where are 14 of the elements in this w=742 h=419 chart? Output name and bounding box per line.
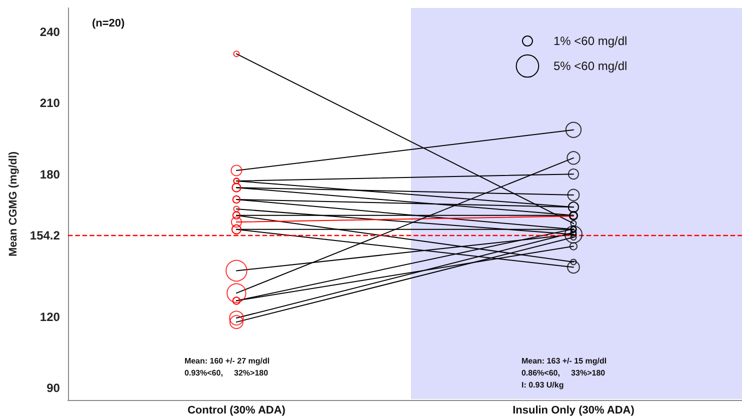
x-tick-label: Insulin Only (30% ADA) [512, 404, 635, 416]
annotation: Mean: 163 +/- 15 mg/dl 0.86%<60, 33%>180 I: 0.93 U/kg [521, 356, 607, 390]
y-tick-label: 154.2 [30, 228, 60, 243]
annotation: (n=20) [92, 18, 126, 30]
y-tick-label: 120 [40, 310, 60, 324]
legend-label: 5% <60 mg/dl [553, 59, 628, 73]
y-axis-title: Mean CGMG (mg/dl) [8, 151, 20, 257]
annotation: Mean: 160 +/- 27 mg/dl 0.93%<60, 32%>180 [184, 356, 270, 378]
y-tick-label: 240 [40, 24, 60, 39]
y-tick-label: 210 [40, 96, 60, 110]
x-tick-label: Control (30% ADA) [187, 404, 286, 416]
y-tick-label: 90 [46, 381, 60, 396]
y-tick-label: 180 [40, 167, 60, 182]
legend-label: 1% <60 mg/dl [553, 34, 628, 48]
